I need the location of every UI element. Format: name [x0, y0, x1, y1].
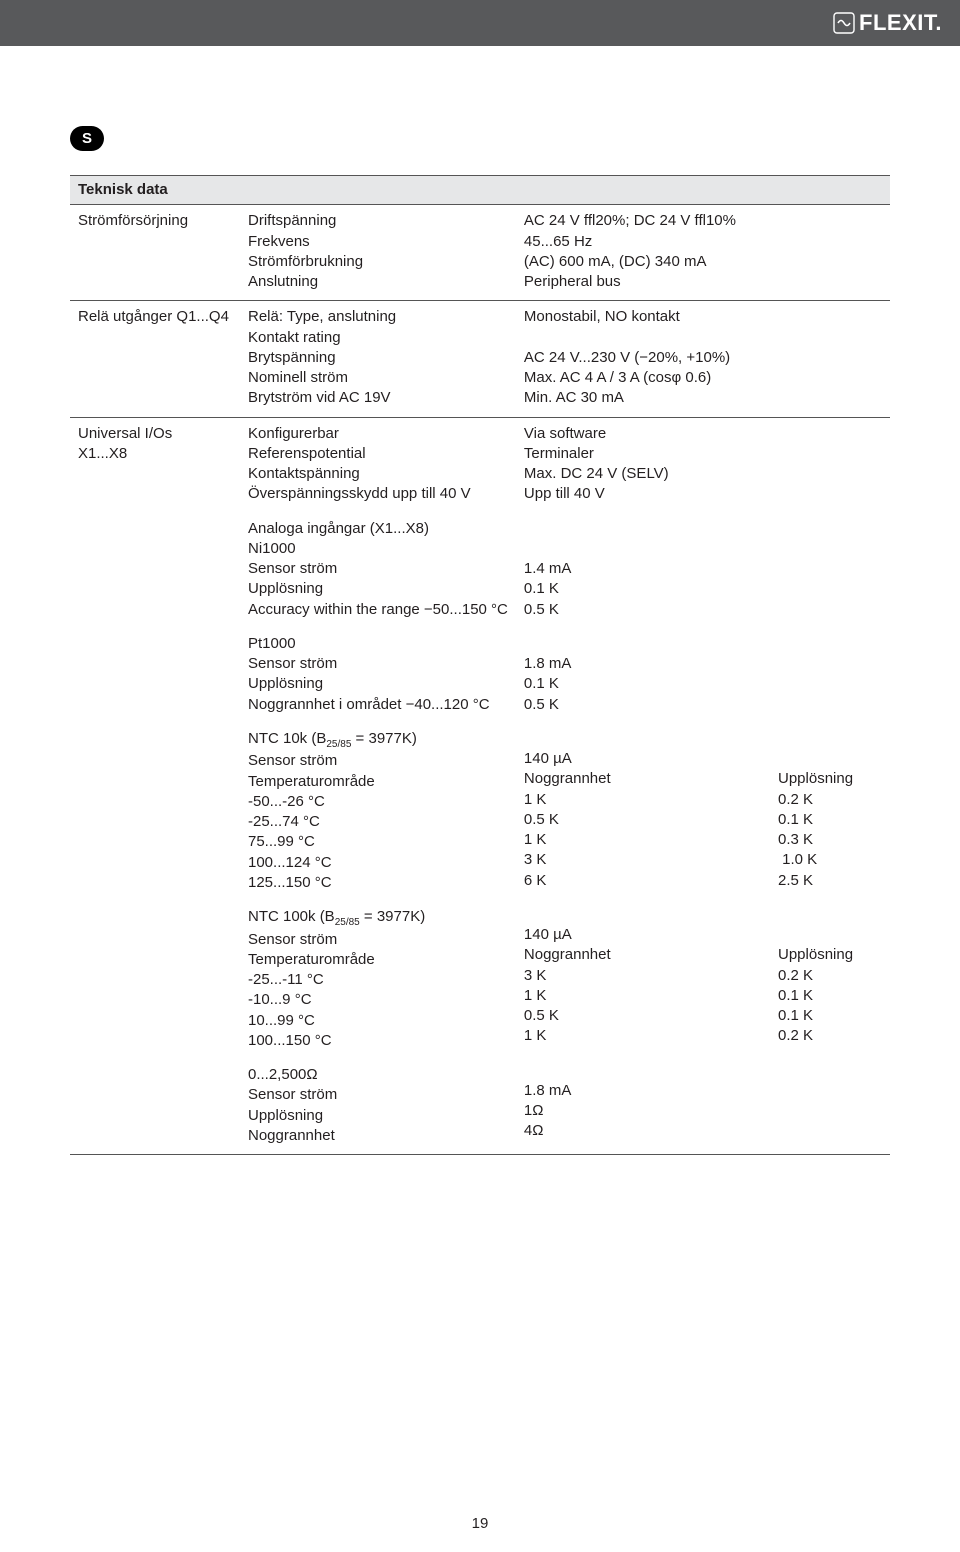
- cell-label: Strömförsörjning: [70, 205, 240, 301]
- section-badge: S: [70, 126, 104, 151]
- cell-extra: Upplösning 0.2 K 0.1 K 0.3 K 1.0 K 2.5 K…: [770, 417, 890, 1155]
- cell-param: Driftspänning Frekvens Strömförbrukning …: [240, 205, 516, 301]
- cell-value: Monostabil, NO kontakt AC 24 V...230 V (…: [516, 301, 770, 417]
- logo-text: FLEXIT.: [859, 10, 942, 36]
- spec-table: Teknisk data Strömförsörjning Driftspänn…: [70, 175, 890, 1155]
- cell-label: Universal I/Os X1...X8: [70, 417, 240, 1155]
- page-content: S Teknisk data Strömförsörjning Driftspä…: [0, 46, 960, 1552]
- table-title-row: Teknisk data: [70, 176, 890, 205]
- flexit-icon: [833, 12, 855, 34]
- cell-value: Via software Terminaler Max. DC 24 V (SE…: [516, 417, 770, 1155]
- header-bar: FLEXIT.: [0, 0, 960, 46]
- page-number: 19: [70, 1515, 890, 1532]
- table-row: Relä utgånger Q1...Q4 Relä: Type, anslut…: [70, 301, 890, 417]
- cell-extra: [770, 301, 890, 417]
- cell-param: Konfigurerbar Referenspotential Kontakts…: [240, 417, 516, 1155]
- brand-logo: FLEXIT.: [833, 10, 942, 36]
- cell-label: Relä utgånger Q1...Q4: [70, 301, 240, 417]
- cell-value: AC 24 V ffl20%; DC 24 V ffl10% 45...65 H…: [516, 205, 770, 301]
- table-row: Universal I/Os X1...X8 Konfigurerbar Ref…: [70, 417, 890, 1155]
- table-row: Strömförsörjning Driftspänning Frekvens …: [70, 205, 890, 301]
- table-title: Teknisk data: [70, 176, 890, 205]
- cell-extra: [770, 205, 890, 301]
- cell-param: Relä: Type, anslutning Kontakt rating Br…: [240, 301, 516, 417]
